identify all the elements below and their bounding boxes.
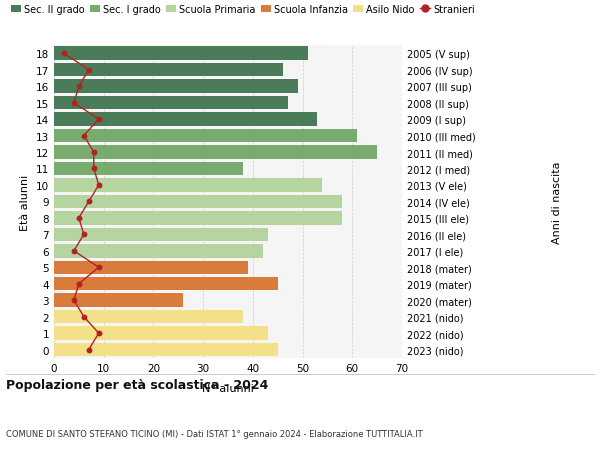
Point — [84, 198, 94, 206]
Bar — [54, 212, 343, 225]
Point — [74, 280, 83, 288]
Point — [89, 165, 98, 173]
Y-axis label: Anni di nascita: Anni di nascita — [552, 161, 562, 243]
Text: N° alunni: N° alunni — [202, 383, 254, 393]
Point — [94, 182, 104, 189]
Bar — [54, 245, 263, 258]
Point — [89, 149, 98, 157]
Bar — [54, 64, 283, 77]
Bar — [54, 277, 278, 291]
Bar — [54, 343, 278, 357]
Point — [94, 116, 104, 123]
Legend: Sec. II grado, Sec. I grado, Scuola Primaria, Scuola Infanzia, Asilo Nido, Stran: Sec. II grado, Sec. I grado, Scuola Prim… — [11, 5, 475, 15]
Bar — [54, 310, 243, 324]
Bar — [54, 113, 317, 127]
Point — [79, 133, 89, 140]
Point — [59, 50, 69, 58]
Bar — [54, 162, 243, 176]
Point — [94, 264, 104, 271]
Text: COMUNE DI SANTO STEFANO TICINO (MI) - Dati ISTAT 1° gennaio 2024 - Elaborazione : COMUNE DI SANTO STEFANO TICINO (MI) - Da… — [6, 429, 422, 438]
Bar — [54, 327, 268, 340]
Point — [79, 313, 89, 321]
Bar — [54, 179, 322, 192]
Point — [84, 346, 94, 353]
Bar — [54, 195, 343, 209]
Point — [74, 215, 83, 222]
Point — [74, 83, 83, 90]
Point — [69, 297, 79, 304]
Bar — [54, 146, 377, 159]
Y-axis label: Età alunni: Età alunni — [20, 174, 31, 230]
Bar — [54, 294, 183, 307]
Point — [84, 67, 94, 74]
Point — [69, 247, 79, 255]
Bar — [54, 47, 308, 61]
Point — [94, 330, 104, 337]
Bar — [54, 80, 298, 94]
Point — [79, 231, 89, 239]
Text: Popolazione per età scolastica - 2024: Popolazione per età scolastica - 2024 — [6, 378, 268, 391]
Bar — [54, 228, 268, 241]
Bar — [54, 261, 248, 274]
Bar — [54, 97, 287, 110]
Bar — [54, 129, 357, 143]
Point — [69, 100, 79, 107]
